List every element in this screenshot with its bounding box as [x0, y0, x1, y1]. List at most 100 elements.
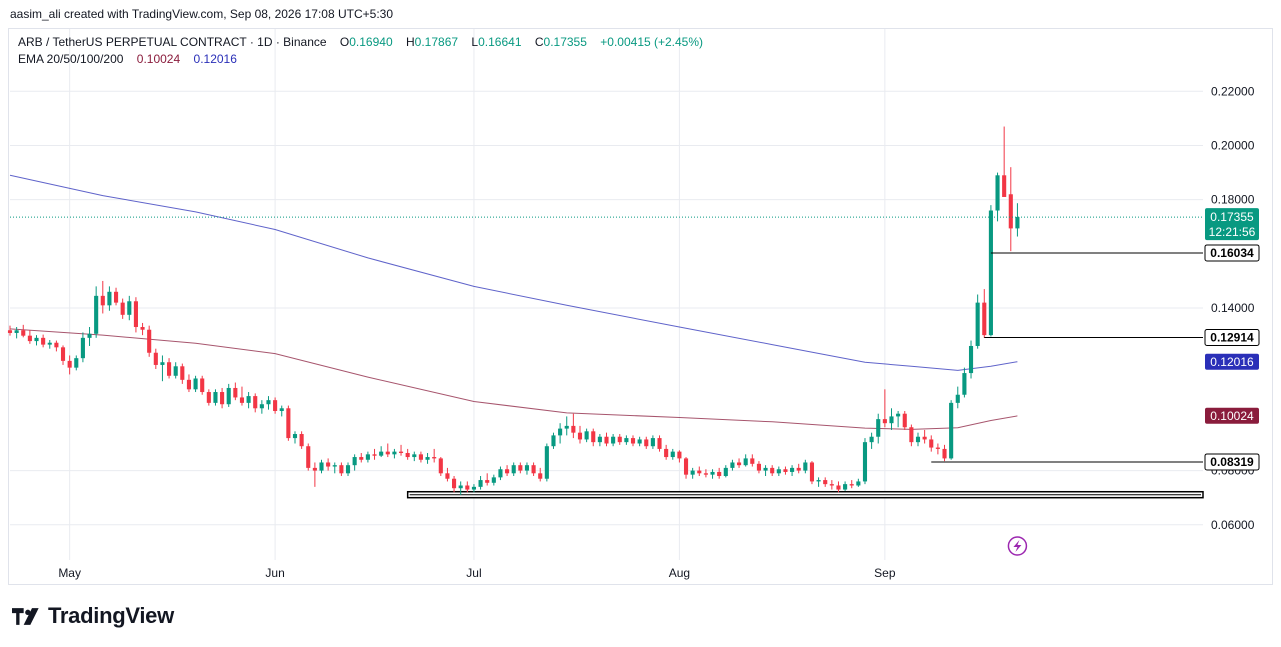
- symbol-legend: ARB / TetherUS PERPETUAL CONTRACT · 1D ·…: [18, 35, 703, 49]
- grid-lines: [10, 29, 1203, 560]
- candle-body: [359, 457, 364, 460]
- candle-body: [591, 431, 596, 443]
- candle-body: [67, 360, 72, 368]
- candle-body: [710, 471, 715, 475]
- candle-body: [869, 436, 874, 443]
- candle-body: [770, 467, 775, 474]
- x-tick-label: Sep: [874, 566, 896, 580]
- ema-title: EMA 20/50/100/200: [18, 52, 124, 66]
- candle-body: [385, 451, 390, 455]
- candle-body: [1015, 217, 1020, 229]
- candle-body: [518, 465, 523, 471]
- level-tag-label: 0.16034: [1210, 246, 1254, 260]
- candle-body: [253, 396, 258, 409]
- ema100-value: 0.10024: [136, 52, 181, 66]
- candle-body: [14, 330, 19, 333]
- candle-body: [1002, 175, 1007, 197]
- candle-body: [915, 436, 921, 443]
- ema-legend: EMA 20/50/100/200 0.10024 0.12016: [18, 52, 237, 66]
- candle-body: [896, 413, 901, 417]
- candle-body: [730, 462, 735, 468]
- candle-body: [717, 471, 722, 477]
- candle-body: [882, 419, 887, 424]
- candle-body: [226, 387, 231, 405]
- candle-body: [120, 302, 125, 315]
- candle-body: [975, 302, 980, 346]
- candle-body: [299, 434, 304, 447]
- candle-body: [876, 419, 881, 437]
- candle-body: [584, 431, 589, 440]
- y-tick-label: 0.18000: [1211, 193, 1255, 207]
- candle-body: [796, 467, 801, 471]
- candle-body: [233, 387, 238, 398]
- y-tick-label: 0.20000: [1211, 138, 1255, 152]
- candle-body: [929, 439, 934, 448]
- ema-price-tag-label: 0.10024: [1210, 409, 1254, 423]
- candle-body: [34, 337, 39, 342]
- ema-line: [9, 328, 1018, 430]
- candle-body: [803, 462, 808, 471]
- candle-body: [27, 335, 32, 342]
- candle-body: [624, 438, 629, 443]
- candle-body: [1008, 194, 1013, 229]
- candle-body: [392, 451, 397, 455]
- chart-credit: aasim_ali created with TradingView.com, …: [10, 7, 394, 21]
- candle-body: [644, 439, 649, 447]
- candle-body: [365, 454, 370, 460]
- candle-body: [74, 358, 79, 368]
- candle-body: [200, 378, 205, 393]
- level-tag: [1204, 328, 1260, 346]
- candle-body: [849, 484, 854, 486]
- candle-body: [113, 291, 119, 303]
- candle-body: [756, 463, 761, 471]
- candle-body: [763, 467, 768, 471]
- ema-price-tag-label: 0.12016: [1210, 355, 1254, 369]
- lightning-bolt: [1013, 540, 1022, 552]
- support-zone: [406, 490, 1204, 499]
- candle-body: [531, 465, 536, 474]
- brand[interactable]: TradingView: [12, 603, 174, 629]
- candle-body: [465, 485, 470, 490]
- candle-body: [677, 451, 682, 459]
- candle-body: [737, 462, 742, 466]
- candle-body: [703, 473, 708, 475]
- x-tick-label: Jul: [466, 566, 481, 580]
- symbol-title: ARB / TetherUS PERPETUAL CONTRACT · 1D ·…: [18, 35, 327, 49]
- candle-body: [478, 480, 483, 487]
- candle-body: [604, 436, 609, 444]
- candle-body: [571, 425, 576, 433]
- candle-body: [942, 448, 947, 459]
- candle-body: [326, 462, 331, 467]
- candle-body: [597, 436, 602, 443]
- x-tick-label: Aug: [669, 566, 690, 580]
- candle-body: [949, 402, 954, 459]
- candle-body: [458, 485, 463, 489]
- candle-body: [60, 347, 66, 361]
- candle-body: [498, 469, 503, 478]
- candle-body: [306, 446, 311, 468]
- candle-body: [21, 330, 26, 336]
- candle-body: [577, 432, 583, 440]
- candles: [7, 126, 1020, 495]
- ohlc-o-label: O: [339, 35, 350, 49]
- candle-body: [955, 394, 960, 403]
- candle-body: [339, 465, 344, 474]
- candle-body: [398, 451, 404, 453]
- candle-body: [352, 457, 357, 466]
- ohlc-h-label: H: [406, 35, 415, 49]
- candle-body: [697, 470, 702, 474]
- candle-body: [564, 425, 569, 429]
- ohlc-high: 0.17867: [414, 35, 459, 49]
- candle-body: [292, 434, 298, 439]
- candle-body: [319, 462, 324, 471]
- candle-body: [783, 469, 788, 472]
- tradingview-logo-icon: [12, 607, 39, 625]
- candle-body: [617, 436, 622, 443]
- candle-body: [140, 327, 145, 330]
- y-tick-label: 0.06000: [1211, 518, 1255, 532]
- ohlc-change: +0.00415 (+2.45%): [600, 35, 704, 49]
- ohlc-low: 0.16641: [478, 35, 522, 49]
- level-tag: [1204, 453, 1260, 471]
- candle-body: [630, 438, 636, 444]
